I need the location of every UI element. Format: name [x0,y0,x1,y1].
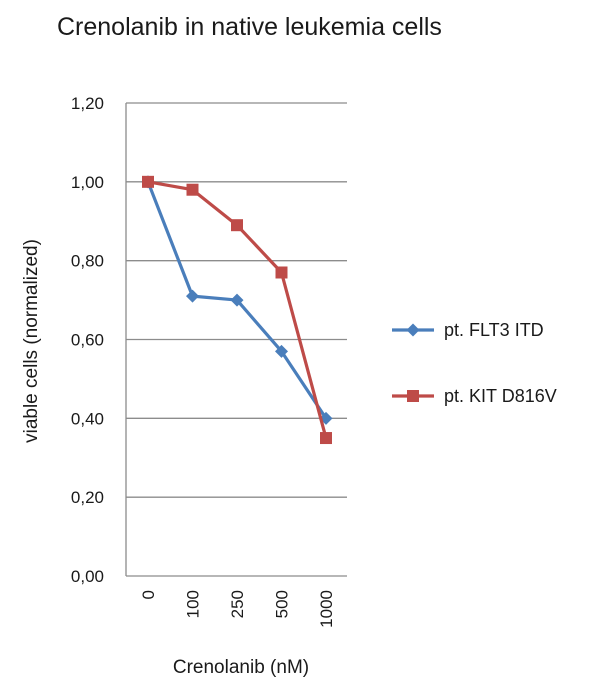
x-tick-label: 100 [184,590,203,618]
data-point-diamond [230,293,244,307]
legend: pt. FLT3 ITD pt. KIT D816V [392,320,557,406]
data-point-square [275,266,288,279]
x-tick-labels: 0 100 250 500 1000 [139,590,336,628]
x-tick-label: 500 [273,590,292,618]
data-point-square [407,390,419,402]
y-axis-title: viable cells (normalized) [21,239,42,443]
data-point-square [186,183,199,196]
y-tick-label: 0,00 [71,567,104,586]
y-tick-label: 0,20 [71,488,104,507]
chart-title: Crenolanib in native leukemia cells [57,13,442,41]
x-tick-label: 0 [139,590,158,599]
y-tick-labels: 0,00 0,20 0,40 0,60 0,80 1,00 1,20 [71,94,104,586]
legend-item: pt. FLT3 ITD [392,320,544,340]
data-point-diamond [406,323,420,337]
y-tick-label: 0,40 [71,409,104,428]
data-point-square [231,219,243,232]
y-tick-label: 1,20 [71,94,104,113]
legend-label: pt. FLT3 ITD [444,320,544,340]
data-point-diamond [275,344,288,358]
x-tick-label: 250 [228,590,247,618]
y-tick-label: 0,60 [71,331,104,350]
series-1 [141,175,333,425]
series-2 [142,175,332,445]
data-point-square [142,175,154,188]
series-layer [141,175,333,445]
y-tick-label: 0,80 [71,252,104,271]
data-point-square [320,432,332,445]
gridlines [125,102,347,577]
x-axis-title: Crenolanib (nM) [173,657,309,678]
x-tick-label: 1000 [317,590,336,628]
legend-label: pt. KIT D816V [444,386,557,406]
data-point-diamond [186,289,199,303]
legend-item: pt. KIT D816V [392,386,557,406]
y-tick-label: 1,00 [71,173,104,192]
